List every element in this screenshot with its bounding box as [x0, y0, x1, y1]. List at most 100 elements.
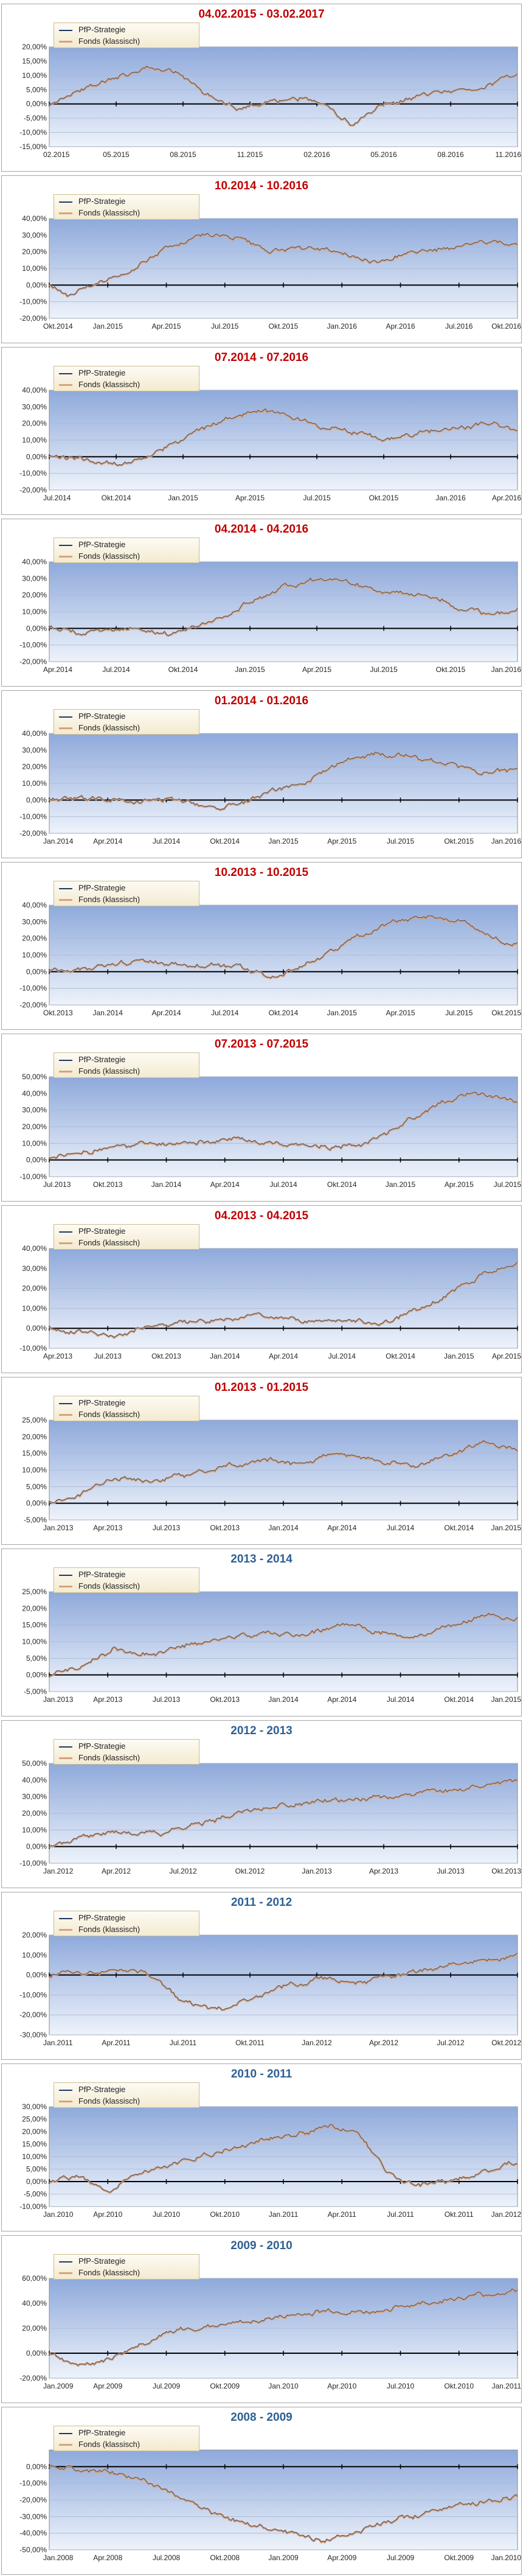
- legend-label: Fonds (klassisch): [78, 380, 140, 389]
- y-tick-label: -10,00%: [19, 1859, 47, 1867]
- series-line-fonds: [49, 2124, 518, 2194]
- y-tick-label: -10,00%: [19, 641, 47, 649]
- y-tick-label: 5,00%: [26, 2165, 47, 2174]
- y-tick-label: -10,00%: [19, 128, 47, 137]
- y-tick-label: 25,00%: [22, 1416, 47, 1424]
- legend-label: Fonds (klassisch): [78, 1410, 140, 1419]
- y-tick-label: -10,00%: [19, 469, 47, 478]
- chart-title: 2013 - 2014: [230, 1553, 293, 1566]
- x-tick-label: Jan.2013: [302, 1867, 332, 1875]
- y-tick-label: 10,00%: [22, 71, 47, 80]
- chart-panel: 50,00% 40,00% 30,00% 20,00% 10,00% 0,00% -10,0…: [1, 1720, 522, 1888]
- x-tick-label: Okt.2014: [43, 322, 73, 331]
- chart-svg: 30,00% 25,00% 20,00% 15,00% 10,00% 5,00% 0,00%…: [19, 2102, 521, 2219]
- x-tick-label: 02.2016: [303, 150, 330, 159]
- x-tick-label: Okt.2013: [43, 1009, 73, 1017]
- legend-swatch: [59, 29, 72, 31]
- legend-item: PfP-Strategie: [59, 1054, 125, 1065]
- y-tick-label: 40,00%: [22, 1089, 47, 1097]
- x-tick-label: Jan.2009: [43, 2382, 74, 2390]
- chart-panel: 40,00% 30,00% 20,00% 10,00% 0,00% -10,00% -20,…: [1, 519, 522, 687]
- x-tick-label: 08.2016: [437, 150, 464, 159]
- x-tick-label: Jan.2016: [327, 322, 358, 331]
- y-tick-label: 30,00%: [22, 231, 47, 239]
- legend-item: Fonds (klassisch): [59, 2439, 140, 2450]
- x-tick-label: Apr.2015: [327, 837, 356, 845]
- y-tick-label: -5,00%: [24, 1687, 47, 1696]
- legend-item: Fonds (klassisch): [59, 2267, 140, 2278]
- x-tick-label: Jan.2013: [43, 1695, 74, 1704]
- legend-label: Fonds (klassisch): [78, 895, 140, 904]
- y-tick-label: -5,00%: [24, 1516, 47, 1524]
- x-tick-label: Jul.2014: [43, 494, 71, 502]
- legend-label: PfP-Strategie: [78, 368, 126, 377]
- legend-swatch: [59, 727, 72, 730]
- x-tick-label: Apr.2013: [93, 1524, 122, 1532]
- legend-swatch: [59, 41, 72, 43]
- chart-svg: 0,00% -10,00% -20,00% -30,00% -40,00% -50,00%…: [19, 2449, 521, 2562]
- legend-label: Fonds (klassisch): [78, 1238, 140, 1247]
- y-tick-label: -10,00%: [19, 1990, 47, 1999]
- legend-item: PfP-Strategie: [59, 1741, 125, 1752]
- series-line-strategie: [49, 1261, 518, 1338]
- legend-swatch: [59, 1059, 72, 1061]
- x-tick-label: Jul.2015: [370, 665, 398, 674]
- y-tick-label: 0,00%: [26, 1843, 47, 1851]
- y-tick-label: 10,00%: [22, 1637, 47, 1646]
- legend-swatch: [59, 2272, 72, 2275]
- x-tick-label: Jan.2011: [492, 2382, 522, 2390]
- y-tick-label: 0,00%: [26, 2462, 47, 2471]
- chart-title: 07.2013 - 07.2015: [214, 1038, 309, 1051]
- chart-title: 10.2013 - 10.2015: [214, 866, 309, 879]
- series-line-strategie: [49, 2124, 518, 2193]
- y-tick-label: 20,00%: [22, 763, 47, 771]
- y-tick-label: 40,00%: [22, 558, 47, 566]
- series-line-fonds: [48, 577, 519, 637]
- chart-panel: 25,00% 20,00% 15,00% 10,00% 5,00% 0,00% -5,00%…: [1, 1377, 522, 1545]
- legend-label: Fonds (klassisch): [78, 1753, 140, 1762]
- y-tick-label: 15,00%: [22, 1621, 47, 1629]
- x-tick-label: Okt.2014: [269, 1009, 299, 1017]
- y-tick-label: 60,00%: [22, 2274, 47, 2283]
- x-tick-label: Jan.2015: [268, 837, 299, 845]
- y-tick-label: -40,00%: [19, 2529, 47, 2538]
- legend-label: PfP-Strategie: [78, 2256, 126, 2266]
- y-tick-label: -5,00%: [24, 2190, 47, 2199]
- chart-title: 04.02.2015 - 03.02.2017: [198, 8, 325, 21]
- legend-label: Fonds (klassisch): [78, 2096, 140, 2105]
- x-tick-label: Apr.2012: [369, 2039, 398, 2047]
- legend: PfP-Strategie Fonds (klassisch): [54, 881, 199, 906]
- series-line-strategie: [49, 1091, 518, 1159]
- y-tick-label: -10,00%: [19, 2202, 47, 2211]
- chart-panel: 20,00% 15,00% 10,00% 5,00% 0,00% -5,00% -10,00…: [1, 4, 522, 172]
- series-line-fonds: [49, 408, 518, 467]
- x-tick-label: 05.2016: [370, 150, 397, 159]
- chart-svg: 40,00% 30,00% 20,00% 10,00% 0,00% -10,00% -20,…: [19, 729, 521, 845]
- x-tick-label: Jul.2014: [211, 1009, 239, 1017]
- x-tick-label: Jul.2015: [494, 1180, 521, 1189]
- x-tick-label: Okt.2014: [444, 1524, 474, 1532]
- x-tick-label: Jul.2014: [387, 1695, 415, 1704]
- y-tick-label: 15,00%: [22, 2140, 47, 2149]
- x-tick-label: Apr.2013: [93, 1695, 122, 1704]
- x-tick-label: Jan.2014: [43, 837, 74, 845]
- y-tick-label: 30,00%: [22, 1264, 47, 1273]
- x-tick-label: Apr.2016: [492, 494, 521, 502]
- legend-item: PfP-Strategie: [59, 368, 125, 379]
- legend-label: PfP-Strategie: [78, 25, 126, 34]
- x-tick-label: Jan.2015: [444, 1352, 474, 1360]
- legend-swatch: [59, 1757, 72, 1760]
- y-tick-label: 40,00%: [22, 901, 47, 909]
- legend-item: PfP-Strategie: [59, 1569, 125, 1580]
- chart-svg: 40,00% 30,00% 20,00% 10,00% 0,00% -10,00% -20,…: [19, 386, 521, 502]
- legend-swatch: [59, 2101, 72, 2103]
- x-tick-label: Okt.2014: [444, 1695, 474, 1704]
- y-tick-label: 30,00%: [22, 1793, 47, 1801]
- legend-label: PfP-Strategie: [78, 712, 126, 721]
- y-tick-label: 0,00%: [26, 1324, 47, 1332]
- y-tick-label: 15,00%: [22, 1449, 47, 1458]
- x-tick-label: Jul.2013: [43, 1180, 71, 1189]
- series-line-strategie: [49, 66, 518, 126]
- series-line-strategie: [49, 1440, 518, 1503]
- y-tick-label: 10,00%: [22, 2152, 47, 2161]
